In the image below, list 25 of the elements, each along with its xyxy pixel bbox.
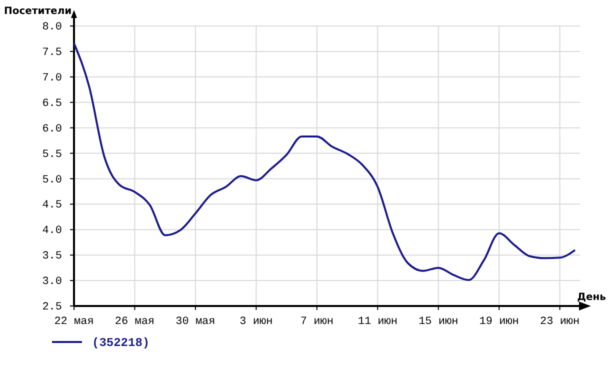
legend-label: (352218) xyxy=(92,336,150,350)
line-series xyxy=(73,42,576,282)
x-axis-title: День xyxy=(577,292,606,303)
y-tick-label: 3.0 xyxy=(42,276,62,288)
x-tick-label: 11 июн xyxy=(358,316,398,328)
x-tick-label: 19 июн xyxy=(479,316,519,328)
y-tick-label: 6.5 xyxy=(42,98,62,110)
y-tick-label: 6.0 xyxy=(42,123,62,136)
y-tick-label: 4.0 xyxy=(42,225,62,238)
x-tick-label: 3 июн xyxy=(240,316,273,328)
x-tick-label: 22 мая xyxy=(54,316,94,328)
x-tick-label: 30 мая xyxy=(176,316,216,328)
x-tick-label: 15 июн xyxy=(418,316,458,328)
y-tick-label: 8.0 xyxy=(42,22,62,34)
y-tick-label: 2.5 xyxy=(42,302,62,314)
y-tick-label: 5.5 xyxy=(42,148,62,161)
x-tick-label: 26 мая xyxy=(114,316,155,328)
y-tick-label: 7.0 xyxy=(42,72,62,84)
y-tick-label: 7.5 xyxy=(42,46,62,59)
y-tick-label: 5.0 xyxy=(42,174,62,186)
x-tick-label: 23 июн xyxy=(540,316,580,328)
y-tick-label: 3.5 xyxy=(42,250,62,263)
x-tick-label: 7 июн xyxy=(300,316,334,328)
y-tick-label: 4.5 xyxy=(42,200,62,212)
y-axis-title: Посетители xyxy=(4,6,72,17)
